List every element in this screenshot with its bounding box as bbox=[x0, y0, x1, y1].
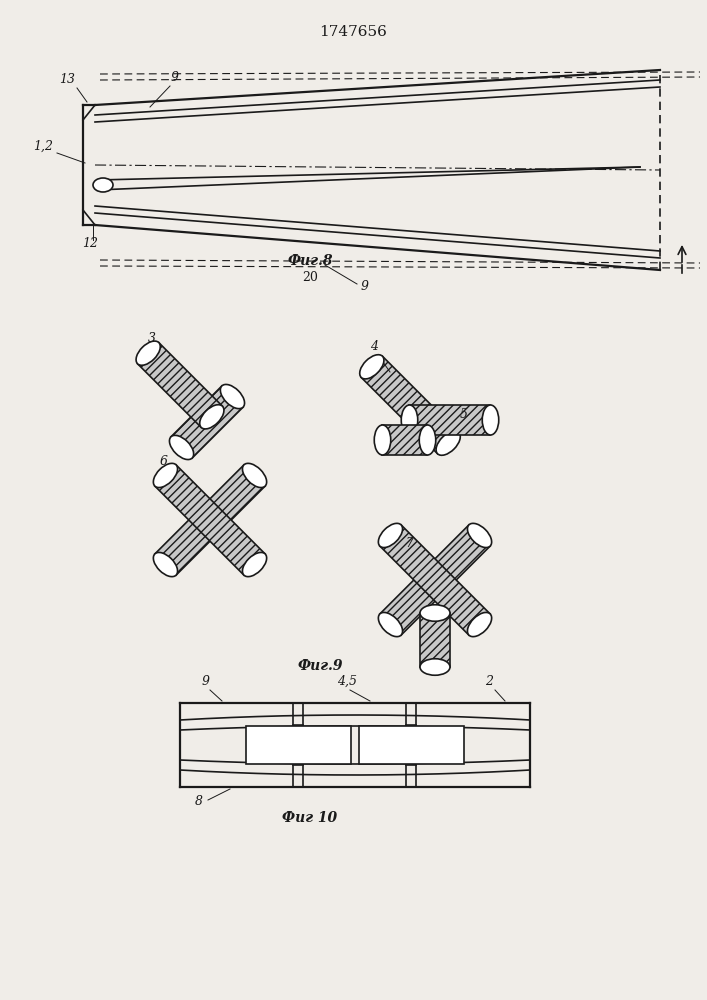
Polygon shape bbox=[155, 465, 265, 575]
Text: 20: 20 bbox=[302, 271, 318, 284]
Polygon shape bbox=[171, 386, 243, 458]
Ellipse shape bbox=[360, 355, 384, 379]
Polygon shape bbox=[382, 425, 428, 455]
Ellipse shape bbox=[374, 425, 391, 455]
Ellipse shape bbox=[170, 435, 194, 460]
Text: Фиг 10: Фиг 10 bbox=[282, 811, 337, 825]
Text: 9: 9 bbox=[202, 675, 210, 688]
Polygon shape bbox=[138, 343, 223, 427]
Ellipse shape bbox=[93, 178, 113, 192]
Text: 12: 12 bbox=[82, 237, 98, 250]
Text: 1747656: 1747656 bbox=[319, 25, 387, 39]
Ellipse shape bbox=[199, 405, 224, 429]
Text: 8: 8 bbox=[195, 795, 203, 808]
Text: 1,2: 1,2 bbox=[33, 140, 53, 153]
Ellipse shape bbox=[420, 659, 450, 675]
Ellipse shape bbox=[436, 431, 460, 455]
Text: 4,5: 4,5 bbox=[337, 675, 357, 688]
Text: 2: 2 bbox=[485, 675, 493, 688]
Text: 5: 5 bbox=[460, 408, 468, 421]
Ellipse shape bbox=[378, 523, 402, 548]
Text: 6: 6 bbox=[160, 455, 168, 468]
Ellipse shape bbox=[482, 405, 498, 435]
Polygon shape bbox=[380, 525, 490, 635]
Text: 9: 9 bbox=[361, 280, 369, 293]
Polygon shape bbox=[420, 613, 450, 667]
Polygon shape bbox=[409, 405, 491, 435]
Text: 13: 13 bbox=[59, 73, 75, 86]
Ellipse shape bbox=[153, 463, 177, 488]
Text: 9: 9 bbox=[171, 71, 179, 84]
Ellipse shape bbox=[467, 612, 491, 637]
Ellipse shape bbox=[378, 612, 402, 637]
Text: 7: 7 bbox=[405, 537, 413, 550]
Ellipse shape bbox=[136, 341, 160, 365]
Bar bbox=[359, 726, 464, 764]
Ellipse shape bbox=[467, 523, 491, 548]
Ellipse shape bbox=[153, 552, 177, 577]
Ellipse shape bbox=[420, 605, 450, 621]
Ellipse shape bbox=[243, 463, 267, 488]
Ellipse shape bbox=[419, 425, 436, 455]
Text: 3: 3 bbox=[148, 332, 156, 345]
Ellipse shape bbox=[402, 405, 418, 435]
Polygon shape bbox=[380, 525, 490, 635]
Ellipse shape bbox=[243, 552, 267, 577]
Polygon shape bbox=[155, 465, 265, 575]
Bar bbox=[246, 726, 351, 764]
Text: Фиг.8: Фиг.8 bbox=[287, 254, 333, 268]
Text: 4: 4 bbox=[370, 340, 378, 353]
Text: Фиг.9: Фиг.9 bbox=[297, 659, 343, 673]
Polygon shape bbox=[361, 356, 459, 454]
Ellipse shape bbox=[221, 384, 245, 409]
